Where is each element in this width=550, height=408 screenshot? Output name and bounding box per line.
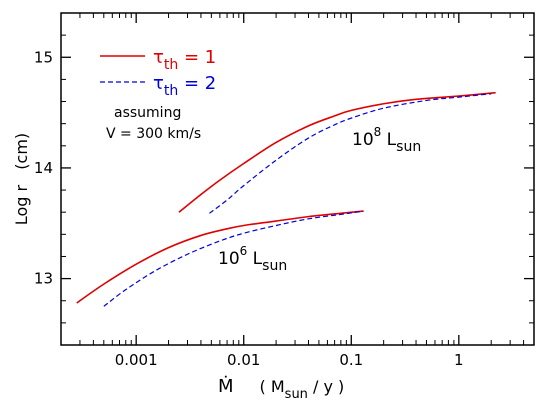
plot-frame <box>60 12 535 346</box>
legend: τth = 1 τth = 2 <box>100 47 216 99</box>
assumption-line1: assuming <box>114 105 181 121</box>
series-line-1e6-solid <box>76 210 364 304</box>
x-axis-title: Ṁ( Msun / y ) <box>218 376 344 402</box>
y-tick-label: 13 <box>34 270 53 288</box>
assumption-line2: V = 300 km/s <box>106 126 201 142</box>
series-line-1e8-solid <box>178 91 496 213</box>
curves <box>76 91 496 307</box>
tick-labels: 0.001 0.01 0.1 1 13 14 15 <box>34 48 464 369</box>
legend-label-tau1: τth = 1 <box>153 47 216 73</box>
curve-label-1e6: 106 Lsun <box>218 244 287 274</box>
x-tick-label: 0.01 <box>227 351 260 369</box>
y-tick-label: 14 <box>34 159 53 177</box>
ticks <box>61 12 534 346</box>
x-tick-label: 0.1 <box>339 351 363 369</box>
series-line-1e8-dashed <box>209 93 492 214</box>
series-line-1e6-dashed <box>103 210 364 307</box>
y-axis-title: Log r (cm) <box>12 133 31 225</box>
curve-label-1e8: 108 Lsun <box>352 125 421 155</box>
x-tick-label: 0.001 <box>115 351 158 369</box>
y-tick-label: 15 <box>34 48 53 66</box>
x-tick-label: 1 <box>454 351 464 369</box>
legend-label-tau2: τth = 2 <box>153 73 216 99</box>
